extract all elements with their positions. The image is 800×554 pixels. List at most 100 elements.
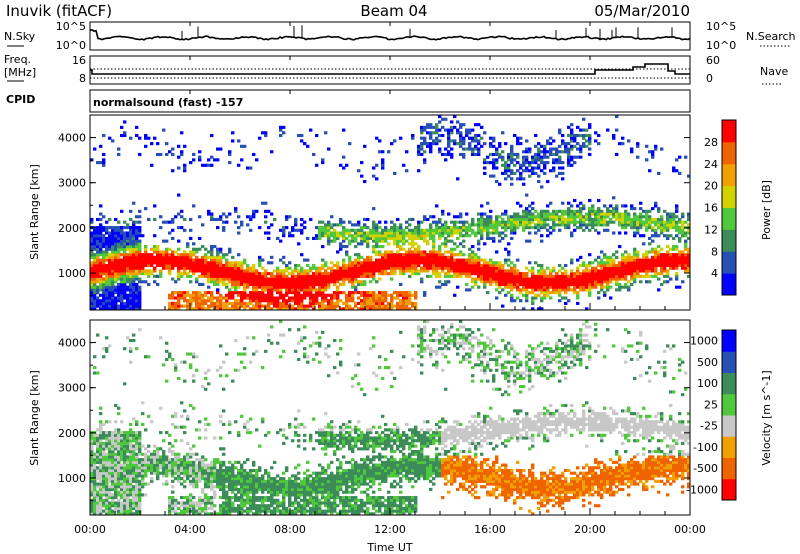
velocity-cell (114, 460, 118, 464)
power-cell (99, 226, 103, 230)
power-cell (534, 209, 538, 213)
power-cell (321, 158, 325, 162)
velocity-cell (135, 447, 139, 451)
power-cell (132, 250, 136, 254)
power-cell (249, 269, 253, 273)
power-cell (558, 285, 562, 289)
velocity-cell (129, 428, 133, 432)
velocity-cell (123, 468, 127, 473)
power-cell (549, 280, 553, 284)
power-cell (213, 217, 217, 222)
power-cell (570, 163, 574, 167)
power-cell (507, 274, 511, 278)
power-cell (126, 255, 130, 259)
power-cell (273, 299, 277, 303)
power-cell (504, 223, 508, 227)
power-cell (417, 236, 421, 240)
power-cell (516, 169, 520, 173)
power-cell (216, 261, 220, 265)
power-cell (408, 274, 412, 278)
power-cell (105, 266, 109, 270)
power-cell (369, 272, 373, 276)
velocity-cell (138, 431, 142, 435)
power-cell (222, 277, 226, 281)
power-cell (411, 293, 415, 297)
power-cell (534, 215, 538, 219)
power-cell (567, 158, 571, 162)
power-cell (144, 280, 148, 284)
power-cell (447, 261, 451, 265)
power-cell (495, 215, 499, 219)
velocity-cell (144, 474, 148, 478)
power-cell (264, 215, 268, 219)
power-cell (570, 212, 574, 216)
velocity-cell (117, 444, 121, 448)
velocity-cell (93, 460, 97, 464)
power-cell (267, 209, 271, 213)
velocity-cell (150, 466, 154, 470)
power-cell (402, 272, 406, 276)
power-cell (411, 253, 415, 257)
power-cell (360, 174, 364, 178)
power-cell (603, 223, 607, 227)
power-cell (420, 266, 424, 270)
power-cell (285, 277, 289, 281)
velocity-cell (153, 455, 157, 459)
power-cell (501, 274, 505, 278)
power-cell (549, 152, 553, 157)
velocity-cell (93, 458, 97, 462)
power-cell (153, 274, 157, 278)
power-cell (336, 274, 340, 278)
power-cell (666, 250, 670, 254)
power-cell (654, 147, 658, 151)
velocity-cell (120, 455, 124, 459)
power-cell (459, 131, 463, 135)
power-cell (462, 228, 466, 232)
power-cell (147, 253, 151, 257)
power-cell (606, 277, 610, 281)
power-cell (378, 226, 382, 230)
power-cell (483, 166, 487, 170)
power-cell (363, 144, 367, 148)
power-cell (318, 236, 322, 240)
power-cell (531, 215, 535, 219)
power-cell (255, 209, 259, 213)
power-cell (639, 220, 643, 224)
power-cell (108, 282, 112, 287)
power-cell (243, 144, 247, 148)
power-cell (210, 250, 214, 254)
power-cell (687, 212, 691, 216)
power-cell (546, 142, 550, 146)
power-cell (531, 274, 535, 278)
power-cell (447, 274, 451, 278)
velocity-cell (132, 493, 136, 497)
velocity-cell (114, 468, 118, 473)
power-cell (171, 152, 175, 157)
power-cell (111, 285, 115, 289)
power-cell (117, 269, 121, 273)
power-cell (648, 236, 652, 240)
power-cell (510, 277, 514, 281)
power-cell (342, 155, 346, 159)
power-cell (666, 258, 670, 262)
power-cell (369, 263, 373, 268)
power-cell (117, 274, 121, 278)
power-cell (123, 242, 127, 246)
power-cell (123, 234, 127, 238)
power-cell (555, 174, 559, 178)
velocity-cell (99, 485, 103, 489)
power-cell (210, 253, 214, 257)
power-cell (477, 266, 481, 270)
power-cell (678, 258, 682, 262)
power-cell (303, 288, 307, 292)
power-cell (408, 231, 412, 235)
power-cell (117, 285, 121, 289)
power-cell (510, 150, 514, 154)
power-cell (612, 231, 616, 235)
power-cell (648, 274, 652, 278)
power-cell (297, 277, 301, 281)
power-cell (600, 263, 604, 268)
power-cell (276, 307, 280, 311)
power-cell (396, 242, 400, 246)
velocity-cell (102, 485, 106, 489)
